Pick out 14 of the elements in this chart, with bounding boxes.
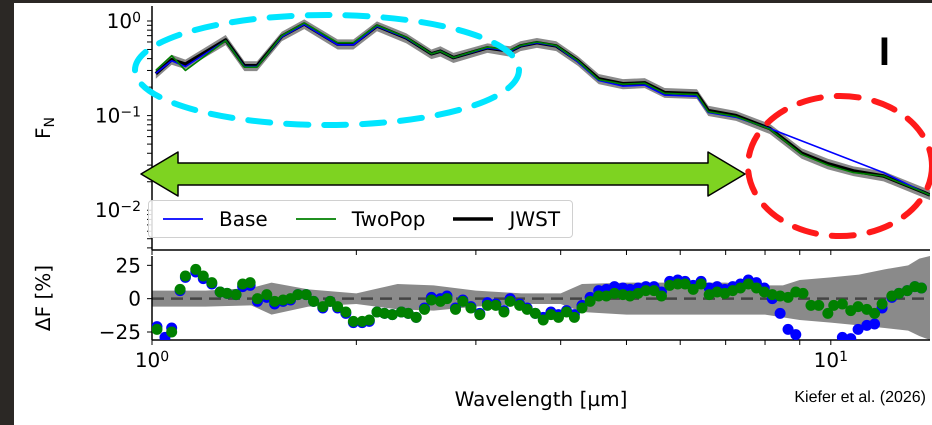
y-axis-title: ΔF [%] xyxy=(31,264,55,332)
y-tick-label: 10$^{−1}$ xyxy=(94,104,141,128)
y-tick-label: 10$^{0}$ xyxy=(106,8,141,33)
text: Kiefer et al. (2026) xyxy=(794,389,926,407)
y-tick-label: 25 xyxy=(116,253,141,278)
legend-label: JWST xyxy=(509,207,560,231)
y-tick-label: 0 xyxy=(128,286,141,311)
y-tick-label: 10$^{−2}$ xyxy=(94,198,141,222)
legend-label: TwoPop xyxy=(352,207,426,231)
y-tick-label: −25 xyxy=(98,320,141,344)
x-tick-label: 10$^{1}$ xyxy=(814,348,848,372)
annotation: I xyxy=(878,30,890,75)
legend-label: Base xyxy=(219,207,268,231)
x-axis-title: Wavelength [μm] xyxy=(454,387,628,411)
